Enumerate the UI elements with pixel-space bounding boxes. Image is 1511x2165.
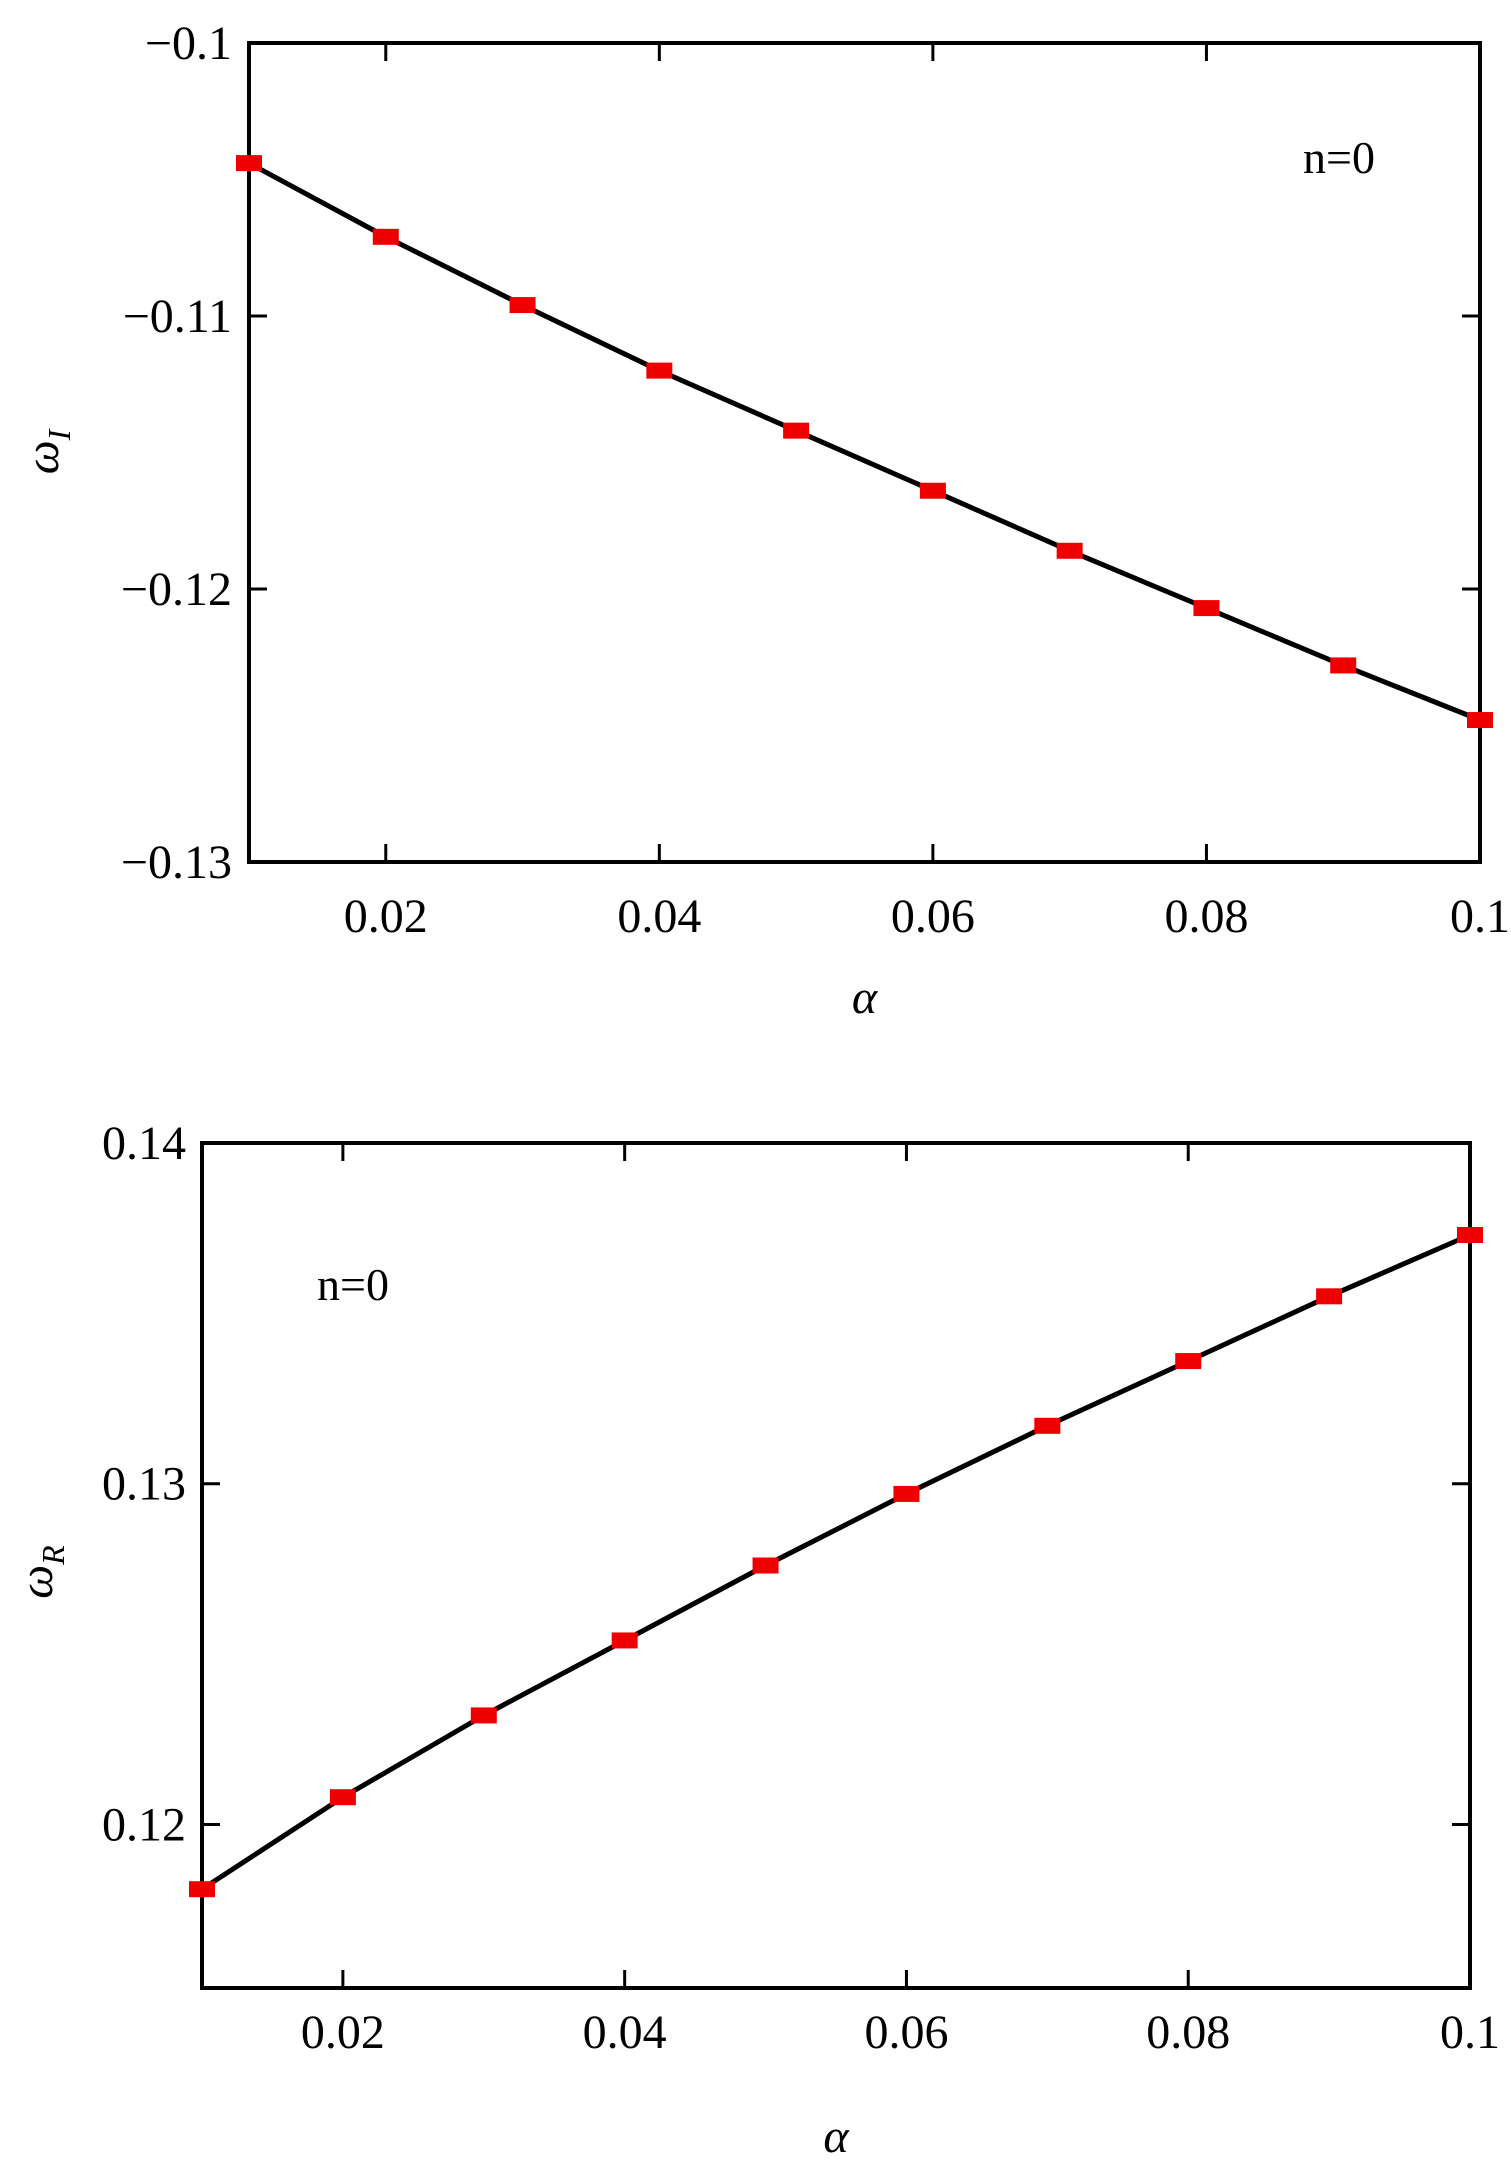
annotation-label: n=0 bbox=[317, 1259, 389, 1310]
data-point-marker bbox=[1193, 600, 1220, 617]
y-axis-title: ωI bbox=[16, 428, 77, 474]
data-point-marker bbox=[1330, 657, 1357, 674]
y-tick-label: −0.12 bbox=[121, 563, 232, 616]
x-tick-label: 0.1 bbox=[1440, 2006, 1500, 2059]
data-point-marker bbox=[919, 482, 946, 499]
data-point-marker bbox=[470, 1707, 497, 1724]
x-tick-label: 0.06 bbox=[864, 2006, 948, 2059]
x-tick-label: 0.02 bbox=[344, 890, 428, 943]
y-axis-title-base: ω bbox=[10, 1565, 63, 1599]
y-axis-title-subscript: R bbox=[35, 1545, 71, 1566]
data-point-marker bbox=[1457, 1226, 1483, 1243]
series-line bbox=[247, 160, 1481, 723]
data-point-marker bbox=[509, 297, 536, 314]
data-point-marker bbox=[893, 1485, 920, 1502]
y-axis-title: ωR bbox=[10, 1545, 71, 1599]
y-tick-label: 0.12 bbox=[102, 1798, 186, 1851]
annotation-label: n=0 bbox=[1303, 132, 1375, 183]
plot-frame bbox=[247, 41, 1482, 864]
x-tick-label: 0.04 bbox=[617, 890, 701, 943]
data-point-marker bbox=[1056, 542, 1083, 559]
y-tick-label: −0.1 bbox=[145, 17, 232, 70]
x-tick-label: 0.08 bbox=[1164, 890, 1248, 943]
data-point-marker bbox=[372, 228, 399, 245]
data-point-marker bbox=[1467, 712, 1493, 729]
x-tick-label: 0.06 bbox=[891, 890, 975, 943]
plot-frame bbox=[200, 1141, 1472, 1990]
chart-omega-imaginary: 0.02 0.04 0.06 0.08 0.1 −0.1 −0.11 −0.12 −0.13 n=… bbox=[16, 17, 1510, 1024]
x-axis-title: α bbox=[852, 971, 878, 1024]
y-tick-label: −0.11 bbox=[123, 290, 232, 343]
data-point-marker bbox=[236, 155, 262, 172]
data-point-marker bbox=[1034, 1417, 1061, 1434]
data-point-marker bbox=[189, 1881, 215, 1898]
data-point-marker bbox=[1316, 1288, 1343, 1305]
y-tick-label: −0.13 bbox=[121, 836, 232, 889]
x-tick-label: 0.02 bbox=[301, 2006, 385, 2059]
series-line bbox=[200, 1232, 1471, 1892]
data-point-marker bbox=[646, 362, 673, 379]
x-tick-label: 0.04 bbox=[583, 2006, 667, 2059]
y-axis-title-base: ω bbox=[16, 440, 69, 474]
data-point-marker bbox=[1175, 1353, 1202, 1370]
x-axis-title: α bbox=[823, 2110, 849, 2163]
y-tick-label: 0.14 bbox=[102, 1117, 186, 1170]
y-tick-label: 0.13 bbox=[102, 1458, 186, 1511]
data-point-marker bbox=[611, 1632, 638, 1649]
data-point-marker bbox=[329, 1789, 356, 1806]
chart-omega-real: 0.02 0.04 0.06 0.08 0.1 0.12 0.13 0.14 n=0 α ωR bbox=[10, 1117, 1500, 2163]
x-tick-label: 0.08 bbox=[1146, 2006, 1230, 2059]
data-point-marker bbox=[783, 422, 810, 439]
y-axis-title-subscript: I bbox=[41, 428, 77, 441]
x-tick-label: 0.1 bbox=[1450, 890, 1510, 943]
data-point-marker bbox=[752, 1557, 779, 1574]
